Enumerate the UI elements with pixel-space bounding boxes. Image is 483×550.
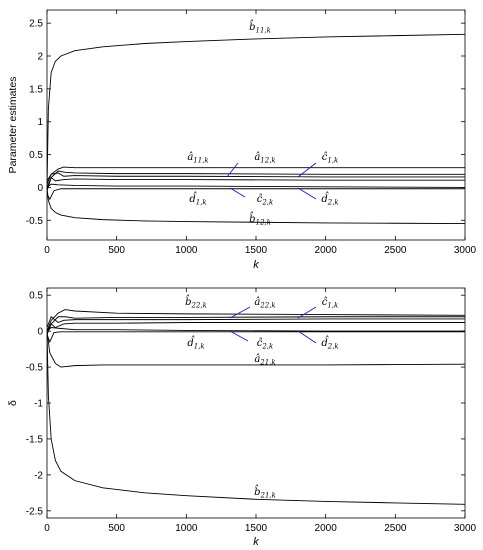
series-annotation: ĉ2,k (257, 338, 274, 351)
y-tick-label: 0 (37, 327, 43, 338)
x-tick-label: 1500 (245, 523, 268, 534)
x-tick-label: 1000 (175, 523, 198, 534)
y-tick-label: 0.5 (29, 291, 43, 302)
y-tick-label: 2.5 (29, 19, 43, 30)
series-annotation: â22,k (254, 297, 275, 310)
y-tick-label: 1.5 (29, 84, 43, 95)
plot-frame (46, 9, 466, 241)
y-tick-label: -1 (34, 399, 43, 410)
series-line (47, 316, 465, 332)
x-tick-label: 2500 (384, 245, 407, 256)
x-axis-label: k (253, 259, 259, 271)
y-tick-label: -2.5 (26, 506, 44, 517)
y-axis-label: Parameter estimates (7, 77, 19, 174)
series-line (47, 331, 465, 344)
series-line (47, 331, 465, 505)
x-tick-label: 1000 (175, 245, 198, 256)
series-annotation: â21,k (254, 354, 275, 367)
x-axis-label: k (253, 536, 259, 548)
series-annotation: ĉ2,k (257, 194, 274, 207)
annotation-leader (229, 330, 249, 342)
series-annotation: d̂2,k (321, 336, 338, 351)
annotation-leader (297, 306, 317, 319)
annotation-leader (229, 306, 251, 319)
series-line (47, 33, 465, 188)
series-annotation: ĉ1,k (322, 297, 339, 310)
y-tick-label: 1 (37, 117, 43, 128)
series-annotation: â12,k (254, 152, 275, 165)
x-tick-label: 1500 (245, 245, 268, 256)
annotation-leader (297, 330, 317, 344)
series-annotation: b̂11,k (249, 20, 271, 35)
y-tick-label: 0.5 (29, 150, 43, 161)
series-line (47, 322, 465, 335)
y-tick-label: -0.5 (26, 363, 44, 374)
top-chart: 0 500 1000 1500 2000 2500 3000 -0.5 0 0.5 1 1.5 2 2.5… (7, 9, 477, 271)
y-tick-label: 2 (37, 52, 43, 63)
x-tick-label: 2500 (384, 523, 407, 534)
series-annotation: ĉ1,k (322, 152, 339, 165)
x-tick-label: 500 (108, 523, 125, 534)
series-line (47, 309, 465, 332)
annotation-leader (297, 187, 317, 200)
series-line (47, 176, 465, 191)
series-annotation: b̂21,k (254, 485, 276, 500)
x-tick-label: 3000 (454, 523, 477, 534)
series-annotation: â11,k (187, 152, 208, 165)
annotation-leader (226, 162, 239, 178)
series-line (47, 187, 465, 225)
y-tick-label: 0 (37, 183, 43, 194)
series-annotation: d̂1,k (189, 192, 206, 207)
x-tick-label: 2000 (315, 245, 338, 256)
x-tick-label: 3000 (454, 245, 477, 256)
series-annotation: d̂2,k (321, 192, 338, 207)
bottom-chart: 0 500 1000 1500 2000 2500 3000 -2.5 -2 -1.5 -1 -0.5… (7, 287, 477, 548)
y-axis-label: δ (7, 400, 19, 406)
annotation-leader (229, 187, 246, 198)
y-tick-label: -1.5 (26, 434, 44, 445)
series-annotation: b̂12,k (249, 212, 271, 227)
y-tick-label: -2 (34, 470, 43, 481)
series-line (47, 172, 465, 182)
series-annotation: b̂22,k (185, 295, 207, 310)
series-line (47, 331, 465, 368)
annotation-leader (297, 162, 317, 178)
series-line (47, 166, 465, 185)
x-tick-label: 500 (108, 245, 125, 256)
series-line (47, 183, 465, 188)
x-tick-label: 0 (44, 523, 50, 534)
series-line (47, 170, 465, 188)
y-tick-label: -0.5 (26, 216, 44, 227)
series-line (47, 316, 465, 328)
x-tick-label: 2000 (315, 523, 338, 534)
series-annotation: d̂1,k (187, 336, 204, 351)
series-line (47, 188, 465, 201)
x-tick-label: 0 (44, 245, 50, 256)
series-line (47, 327, 465, 332)
